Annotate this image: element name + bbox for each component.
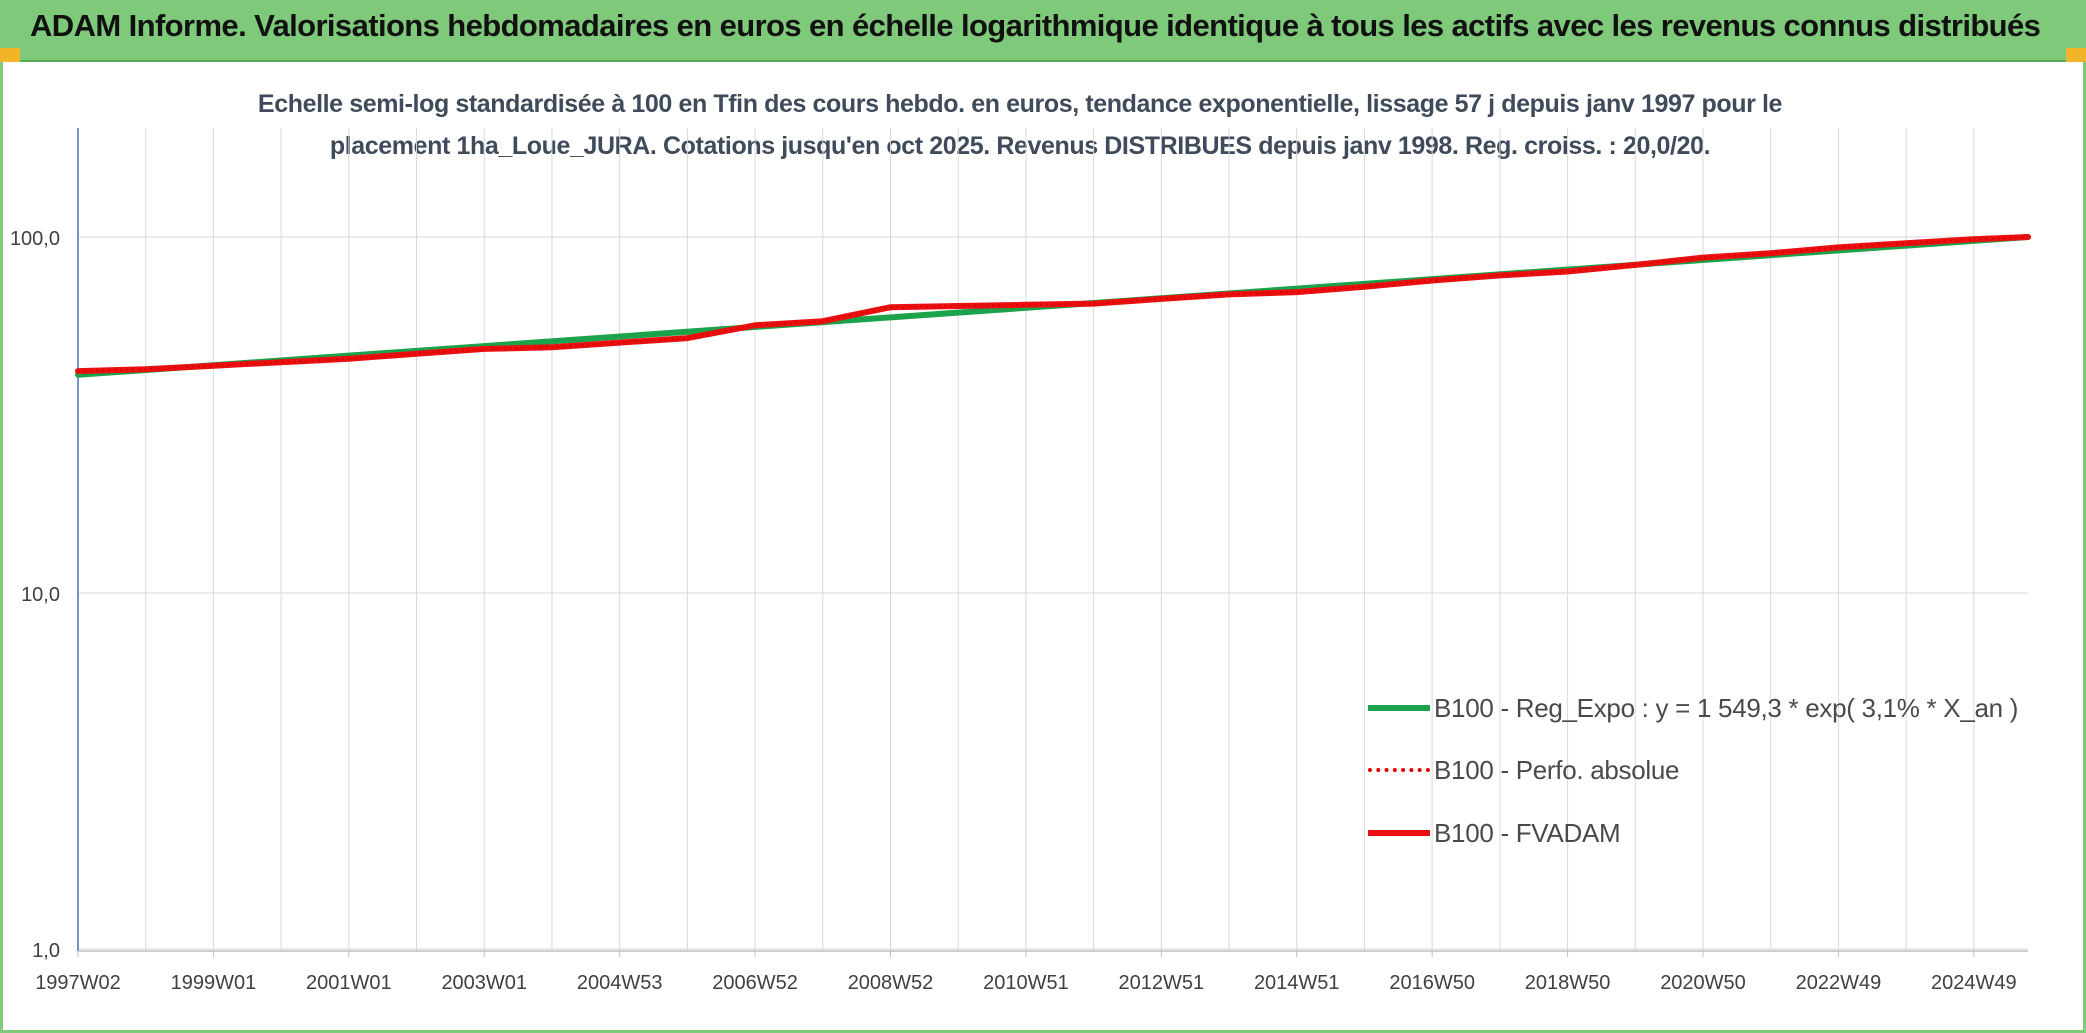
legend-label-regression: B100 - Reg_Expo : y = 1 549,3 * exp( 3,1… bbox=[1434, 692, 2019, 723]
legend-item-perfo: B100 - Perfo. absolue bbox=[1368, 754, 1680, 785]
legend-label-fvadam: B100 - FVADAM bbox=[1434, 817, 1621, 848]
x-tick-label: 2016W50 bbox=[1389, 972, 1475, 994]
x-tick-label: 2018W50 bbox=[1525, 972, 1611, 994]
x-tick-label: 2003W01 bbox=[441, 972, 527, 994]
x-tick-label: 1997W02 bbox=[35, 972, 121, 994]
x-tick-label: 2010W51 bbox=[983, 972, 1069, 994]
x-tick-label: 2008W52 bbox=[848, 972, 934, 994]
x-tick-label: 2020W50 bbox=[1660, 972, 1746, 994]
legend-swatch-fvadam bbox=[1368, 830, 1430, 836]
chart-frame bbox=[0, 62, 2086, 1033]
x-tick-label: 2006W52 bbox=[712, 972, 798, 994]
legend-item-regression: B100 - Reg_Expo : y = 1 549,3 * exp( 3,1… bbox=[1368, 693, 2018, 723]
legend-swatch-regression bbox=[1368, 705, 1430, 711]
y-tick-label: 100,0 bbox=[10, 228, 60, 250]
x-tick-label: 2001W01 bbox=[306, 972, 392, 994]
chart-title-line-1: Echelle semi-log standardisée à 100 en T… bbox=[257, 90, 1783, 118]
x-tick-label: 2004W53 bbox=[577, 972, 663, 994]
x-tick-label: 1999W01 bbox=[171, 972, 257, 994]
corner-mark-left bbox=[0, 48, 20, 62]
page-banner: ADAM Informe. Valorisations hebdomadaire… bbox=[0, 0, 2086, 62]
x-tick-label: 2014W51 bbox=[1254, 972, 1340, 994]
y-tick-label: 10,0 bbox=[21, 584, 60, 606]
x-tick-label: 2024W49 bbox=[1931, 972, 2017, 994]
corner-mark-right bbox=[2066, 48, 2086, 62]
x-tick-label: 2012W51 bbox=[1119, 972, 1205, 994]
y-tick-label: 1,0 bbox=[32, 940, 60, 962]
legend-item-fvadam: B100 - FVADAM bbox=[1368, 817, 1621, 848]
chart-title-line-2: placement 1ha_Loue_JURA. Cotations jusqu… bbox=[329, 132, 1711, 160]
legend-label-perfo: B100 - Perfo. absolue bbox=[1434, 754, 1680, 785]
series-line-perfo bbox=[77, 236, 2029, 373]
legend-swatch-perfo bbox=[1368, 768, 1430, 772]
banner-title: ADAM Informe. Valorisations hebdomadaire… bbox=[30, 8, 2041, 43]
x-tick-label: 2022W49 bbox=[1796, 972, 1882, 994]
